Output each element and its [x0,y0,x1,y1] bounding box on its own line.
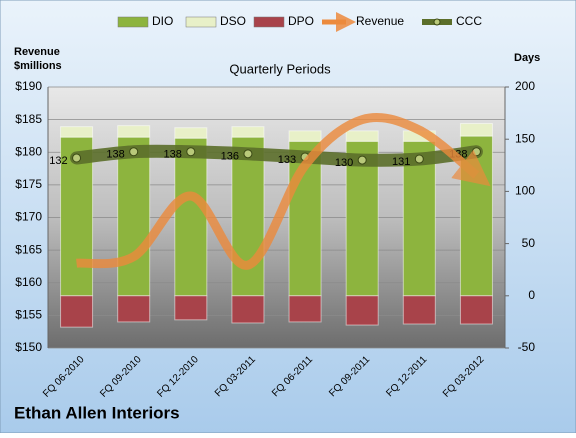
y-tick-label: $175 [15,177,42,191]
ccc-marker [243,149,253,159]
y-tick-label: $165 [15,242,42,256]
bar [117,295,151,323]
data-label: 138 [163,149,181,161]
bar [231,126,265,138]
y2-tick-label: -50 [518,340,536,354]
ccc-marker [129,147,139,157]
y2-tick-label: 50 [522,236,536,250]
legend-label: DSO [220,14,246,28]
data-label: 138 [106,149,124,161]
chart-title: Ethan Allen Interiors [14,403,180,422]
ccc-marker [471,147,481,157]
y-tick-label: $160 [15,275,42,289]
bar [117,136,151,297]
y-tick-label: $150 [15,340,42,354]
bar [174,127,208,139]
bar [231,295,265,324]
data-label: 130 [335,157,353,169]
bar [117,125,151,138]
legend-swatch [117,16,149,28]
chart-subtitle: Quarterly Periods [229,61,331,76]
bar [60,126,94,138]
y2-tick-label: 200 [515,79,535,93]
bar [288,295,322,323]
ccc-marker [414,154,424,164]
y2-tick-label: 100 [515,184,535,198]
data-label: 131 [392,156,410,168]
legend-swatch [185,16,217,28]
legend-label: Revenue [356,14,404,28]
legend-label: DIO [152,14,173,28]
bar [288,130,322,142]
legend-swatch [253,16,285,28]
ccc-line [70,144,483,167]
revenue-line [76,112,491,270]
y-tick-label: $170 [15,210,42,224]
ccc-marker [72,153,82,163]
legend-swatch [433,18,441,26]
ccc-marker [186,147,196,157]
bar [60,295,94,328]
y-axis-label: $millions [14,60,62,72]
bar [402,140,436,297]
y2-tick-label: 150 [515,131,535,145]
y2-axis-label: Days [514,52,540,64]
data-label: 133 [278,154,296,166]
bar [402,295,436,325]
bar [459,123,493,137]
y-tick-label: $185 [15,112,42,126]
y-tick-label: $155 [15,308,42,322]
legend-label: CCC [456,14,482,28]
bar [345,130,379,142]
y-tick-label: $190 [15,79,42,93]
y-tick-label: $180 [15,144,42,158]
y-axis-label: Revenue [14,46,60,58]
y2-tick-label: 0 [528,288,535,302]
data-label: 132 [49,155,67,167]
legend-label: DPO [288,14,314,28]
bar [174,137,208,297]
bar [459,295,493,325]
bar [174,295,208,321]
data-label: 136 [221,151,239,163]
bar [345,295,379,326]
ccc-marker [357,155,367,165]
